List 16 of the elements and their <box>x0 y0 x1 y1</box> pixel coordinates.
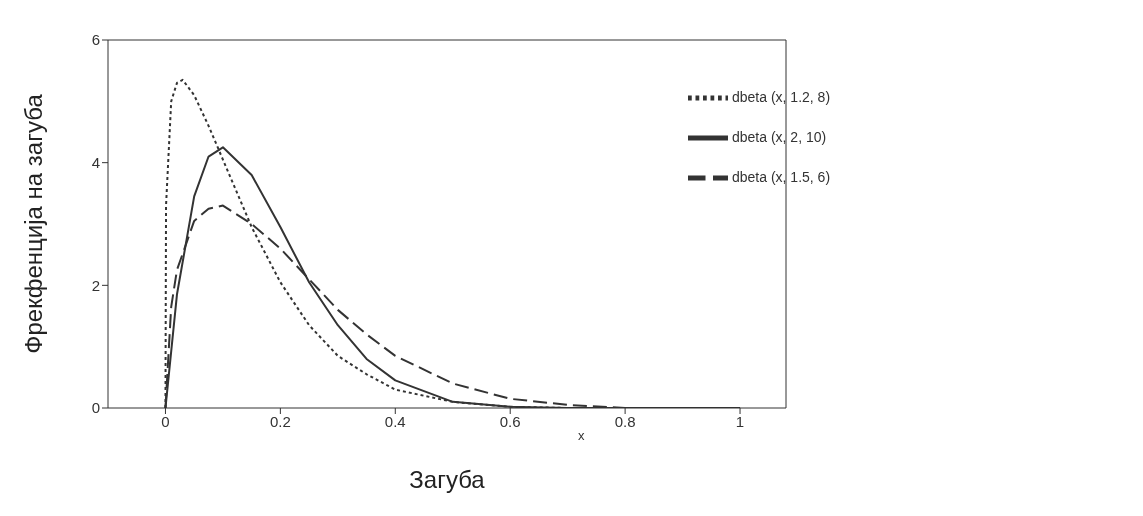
legend-label: dbeta (x, 2, 10) <box>732 128 827 145</box>
y-tick-label: 4 <box>91 153 100 171</box>
y-axis-title: Фрекфенција на загуба <box>19 93 47 354</box>
x-tick-label: 0 <box>161 412 170 430</box>
x-tick-label: 0.4 <box>384 412 406 430</box>
text: x <box>578 428 585 443</box>
legend-label: dbeta (x, 1.5, 6) <box>732 168 831 185</box>
x-tick-label: 0.2 <box>269 412 291 430</box>
x-tick-label: 0.6 <box>499 412 521 430</box>
x-axis-title: Загуба <box>409 466 486 493</box>
y-tick-label: 6 <box>91 31 100 49</box>
y-tick-label: 2 <box>91 276 100 294</box>
y-tick-label: 0 <box>91 399 100 417</box>
x-tick-label: 1 <box>735 412 745 430</box>
x-tick-label: 0.8 <box>614 412 636 430</box>
legend-label: dbeta (x, 1.2, 8) <box>732 88 831 105</box>
